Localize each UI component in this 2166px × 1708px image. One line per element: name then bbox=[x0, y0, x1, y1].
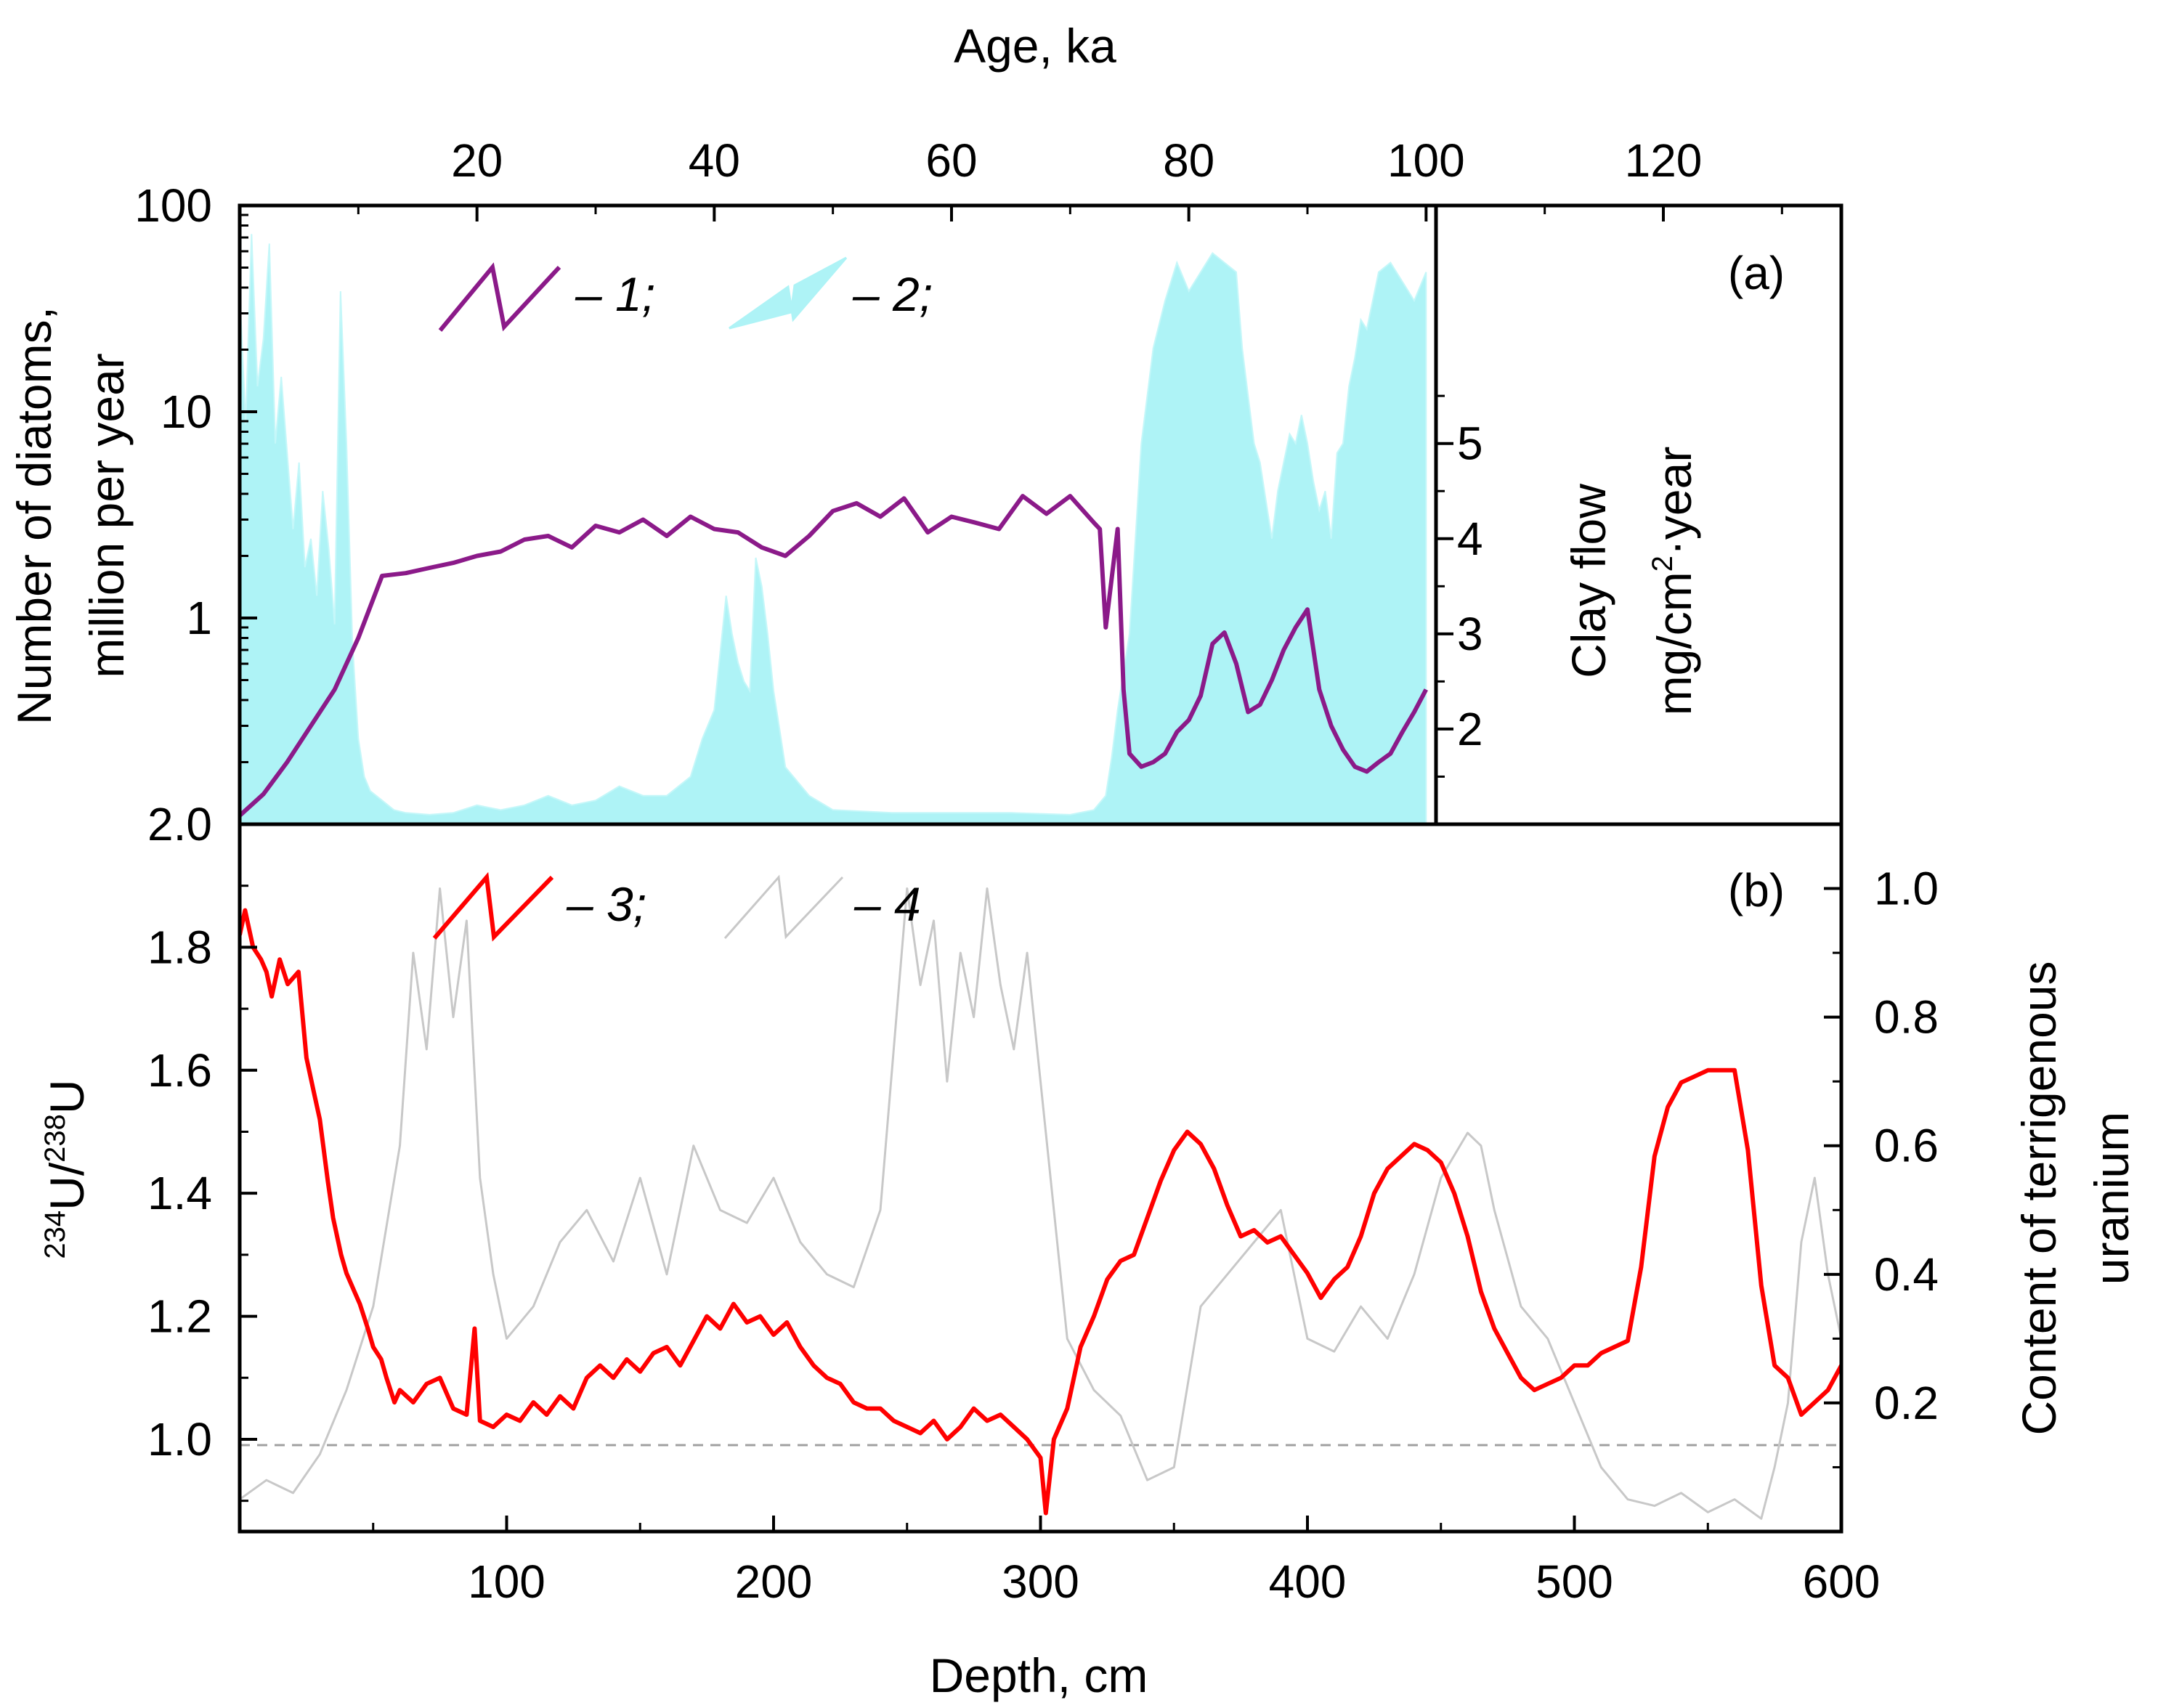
terr-tick-label-0.8: 0.8 bbox=[1874, 991, 1939, 1044]
diatom-tick-label-10: 10 bbox=[161, 386, 212, 438]
age-tick-label-20: 20 bbox=[451, 134, 503, 187]
age-tick-label-100: 100 bbox=[1387, 134, 1465, 187]
clay-axis-title-line1: Clay flow bbox=[1562, 484, 1615, 678]
depth-tick-label-500: 500 bbox=[1536, 1556, 1613, 1608]
tick-labels: 20 40 60 80 100 120 100 10 1 5 4 3 2 100 200 300 400 500 6… bbox=[134, 134, 1939, 1608]
diatom-tick-label-100: 100 bbox=[134, 179, 212, 232]
clay-tick-label-5: 5 bbox=[1457, 418, 1483, 470]
legend-2-label: – 2; bbox=[852, 267, 933, 321]
legend-2-swatch bbox=[729, 256, 848, 330]
terr-tick-label-0.6: 0.6 bbox=[1874, 1120, 1939, 1172]
series-3-line bbox=[240, 908, 1841, 1516]
left-axis-title-a: Number of diatoms, million per year bbox=[7, 306, 134, 725]
legend-1-swatch bbox=[438, 262, 561, 332]
ratio-tick-label-1.6: 1.6 bbox=[147, 1044, 212, 1097]
legend-1-label: – 1; bbox=[575, 267, 655, 321]
ratio-axis-title: 234U/238U bbox=[39, 1079, 94, 1258]
depth-tick-label-200: 200 bbox=[735, 1556, 813, 1608]
legend-4-swatch bbox=[723, 874, 844, 940]
panel-label-b: (b) bbox=[1728, 864, 1785, 916]
depth-tick-label-100: 100 bbox=[468, 1556, 545, 1608]
age-tick-label-80: 80 bbox=[1163, 134, 1214, 187]
right-axis-title-b-line2: uranium bbox=[2085, 1112, 2138, 1285]
panel-b-frame bbox=[238, 822, 1843, 1534]
age-tick-label-40: 40 bbox=[689, 134, 740, 187]
panel-label-a: (a) bbox=[1728, 247, 1785, 299]
panel-b bbox=[240, 823, 1843, 1532]
age-tick-label-120: 120 bbox=[1625, 134, 1703, 187]
terr-tick-label-0.4: 0.4 bbox=[1874, 1248, 1939, 1301]
legend-a: – 1; – 2; bbox=[438, 256, 933, 332]
left-axis-title-a-line2: million per year bbox=[80, 353, 134, 678]
left-axis-title-b: 234U/238U bbox=[39, 1079, 94, 1258]
depth-tick-label-300: 300 bbox=[1002, 1556, 1079, 1608]
clay-tick-label-2: 2 bbox=[1457, 703, 1483, 755]
ratio-tick-label-1.8: 1.8 bbox=[147, 921, 212, 973]
depth-tick-label-400: 400 bbox=[1269, 1556, 1347, 1608]
top-axis-title: Age, ka bbox=[954, 19, 1116, 73]
clay-tick-label-4: 4 bbox=[1457, 513, 1483, 565]
clay-axis-title: Clay flow mg/cm2·year bbox=[1562, 447, 1701, 716]
series-4-line bbox=[240, 887, 1841, 1520]
legend-4-label: – 4 bbox=[853, 877, 921, 931]
panel-a bbox=[240, 204, 1783, 824]
ratio-tick-label-1.4: 1.4 bbox=[147, 1167, 212, 1219]
depth-tick-label-600: 600 bbox=[1803, 1556, 1881, 1608]
terr-tick-label-1.0: 1.0 bbox=[1874, 863, 1939, 915]
age-tick-label-60: 60 bbox=[925, 134, 977, 187]
ratio-tick-label-1.0: 1.0 bbox=[147, 1413, 212, 1465]
legend-3-label: – 3; bbox=[566, 877, 646, 931]
right-axis-title-b: Content of terrigenous uranium bbox=[2012, 961, 2138, 1435]
right-axis-title-b-line1: Content of terrigenous bbox=[2012, 961, 2066, 1435]
ratio-tick-label-1.2: 1.2 bbox=[147, 1290, 212, 1343]
diatom-tick-label-1: 1 bbox=[186, 592, 212, 644]
legend-b: – 3; – 4 bbox=[432, 871, 921, 942]
terr-tick-label-0.2: 0.2 bbox=[1874, 1377, 1939, 1429]
ratio-tick-label-2.0: 2.0 bbox=[147, 798, 212, 850]
series-1-line bbox=[240, 494, 1428, 818]
legend-3-swatch bbox=[432, 871, 554, 942]
bottom-axis-title: Depth, cm bbox=[930, 1648, 1148, 1702]
series-2-area bbox=[240, 234, 1427, 824]
left-axis-title-a-line1: Number of diatoms, bbox=[7, 306, 61, 725]
clay-axis-title-line2: mg/cm2·year bbox=[1647, 447, 1701, 716]
clay-tick-label-3: 3 bbox=[1457, 608, 1483, 660]
